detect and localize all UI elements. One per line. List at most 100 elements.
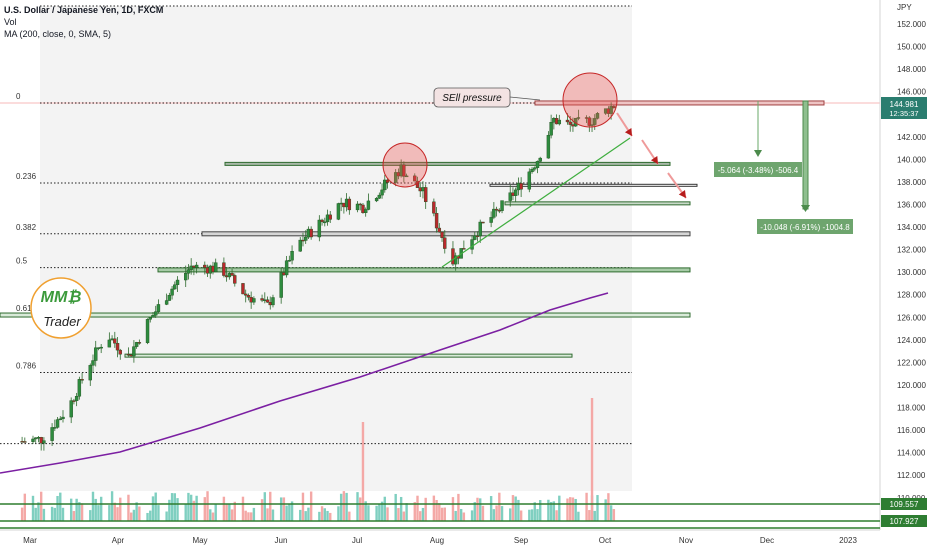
candle <box>290 245 294 265</box>
candle-body <box>252 298 256 303</box>
candle-body <box>145 319 150 344</box>
candle-body <box>50 427 54 441</box>
volume-bar <box>189 494 193 521</box>
volume-bar <box>50 506 54 521</box>
volume-bar <box>495 505 498 521</box>
candle <box>595 112 600 120</box>
candle <box>167 292 172 301</box>
candle <box>538 156 542 163</box>
candle <box>328 211 332 224</box>
volume-bar <box>547 499 550 521</box>
volume-bar <box>138 506 141 521</box>
price-tick-label: 150.000 <box>897 43 926 52</box>
volume-bars <box>20 398 616 521</box>
volume-bar <box>269 491 272 521</box>
candle-body <box>530 168 534 173</box>
zones <box>0 100 825 358</box>
candle <box>244 289 248 303</box>
measure-1-box: -5.064 (-3.48%) -506.4 <box>714 162 802 177</box>
candle <box>74 392 79 407</box>
volume-bar <box>187 492 190 521</box>
volume-bar <box>31 495 35 521</box>
candle <box>279 267 283 304</box>
candle-body <box>118 349 122 355</box>
candle-body <box>538 157 542 162</box>
candle-body <box>347 198 352 211</box>
volume-bar <box>339 493 343 521</box>
volume-bar <box>203 497 207 521</box>
candle-body <box>557 119 562 125</box>
volume-bar <box>604 499 607 521</box>
volume-bar <box>588 510 591 521</box>
candle-body <box>287 259 292 262</box>
candle-body <box>317 219 322 238</box>
candle-body <box>609 106 613 114</box>
candle <box>440 231 444 242</box>
candle <box>462 240 466 250</box>
measure-bar <box>802 100 809 210</box>
volume-bar <box>517 499 520 521</box>
volume-bar <box>228 503 231 521</box>
price-tick-label: 142.000 <box>897 133 926 142</box>
measure-1-bg <box>714 162 802 177</box>
candle <box>233 273 237 287</box>
volume-bar <box>585 492 588 521</box>
time-tick-label: Apr <box>112 536 125 545</box>
volume-bar <box>149 510 152 521</box>
volume-bar <box>211 512 215 521</box>
candle-body <box>156 304 161 312</box>
volume-bar <box>127 494 130 521</box>
fib-level-label: 0.5 <box>16 257 28 266</box>
volume-bar <box>533 502 536 521</box>
volume-bar <box>577 511 580 521</box>
candle-body <box>492 208 496 218</box>
volume-bar <box>361 422 365 521</box>
candle-body <box>132 346 136 357</box>
candle <box>61 410 65 423</box>
logo-ring <box>30 277 92 339</box>
candle-body <box>23 441 27 443</box>
volume-marker-tags: 109.557 107.927 <box>881 498 927 527</box>
time-tick-label: Aug <box>430 536 444 545</box>
volume-bar <box>413 502 416 521</box>
volume-bar <box>173 493 177 521</box>
volume-bar <box>593 510 596 521</box>
volume-bar <box>402 511 406 521</box>
candle <box>380 183 384 199</box>
volume-bar <box>462 512 466 521</box>
candle <box>252 296 256 305</box>
volume-bar <box>97 505 100 521</box>
volume-bar <box>383 496 386 521</box>
candle-body <box>154 311 158 316</box>
price-tick-label: 120.000 <box>897 381 926 390</box>
candle-body <box>568 121 572 125</box>
candle-body <box>434 213 439 229</box>
candle <box>241 283 245 295</box>
volume-marker-bg <box>881 498 927 510</box>
candle <box>115 336 120 358</box>
fib-level-label: 0.618 <box>16 304 37 313</box>
candle <box>230 268 234 277</box>
candle-body <box>612 106 616 108</box>
candle <box>593 114 597 130</box>
volume-bar <box>94 498 97 521</box>
price-zone <box>224 161 671 166</box>
volume-bar <box>263 492 266 521</box>
candle-body <box>284 260 289 276</box>
candle-body <box>328 214 332 220</box>
candle-body <box>58 418 62 421</box>
volume-bar <box>23 493 27 521</box>
candle <box>361 203 365 214</box>
candle <box>287 255 292 262</box>
candle-body <box>279 272 283 298</box>
volume-bar <box>34 507 37 521</box>
volume-bar <box>435 500 438 521</box>
candle <box>203 261 207 275</box>
candle-body <box>167 295 172 301</box>
candle <box>58 416 62 421</box>
candle-body <box>107 339 112 348</box>
candle-body <box>39 437 43 444</box>
candle-body <box>500 200 504 211</box>
